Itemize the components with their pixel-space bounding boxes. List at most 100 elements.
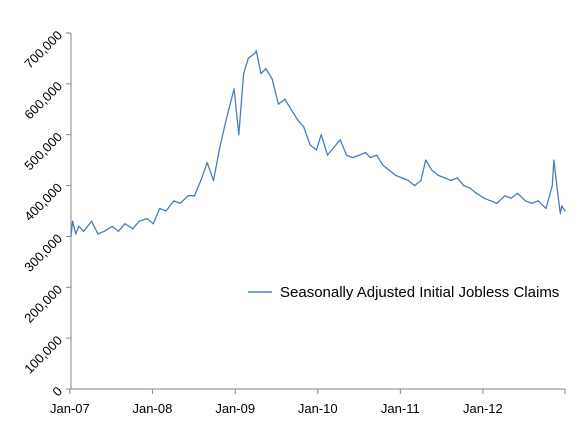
data-point: [117, 230, 120, 232]
y-tick-label: 0: [49, 384, 65, 400]
data-point: [450, 179, 452, 182]
data-point: [510, 197, 512, 199]
data-point: [561, 205, 563, 207]
axes: 0 100,000 200,000 300,000 400,000 500,000 600,…: [21, 28, 566, 416]
data-point: [559, 212, 561, 215]
y-tick-label: 600,000: [21, 78, 65, 122]
data-point: [315, 149, 317, 151]
data-point: [364, 151, 367, 154]
y-tick-label: 100,000: [21, 333, 65, 377]
data-point: [320, 134, 322, 136]
data-point: [159, 207, 161, 210]
data-point: [456, 177, 458, 179]
data-point: [358, 154, 360, 156]
data-point: [345, 154, 348, 156]
data-point: [152, 223, 154, 225]
data-point: [247, 57, 249, 60]
data-point: [219, 146, 221, 148]
data-point: [475, 192, 477, 194]
data-point: [78, 225, 80, 227]
data-point: [414, 185, 416, 187]
data-point: [72, 220, 74, 222]
data-point: [271, 78, 273, 80]
data-point: [420, 179, 422, 182]
data-point: [225, 118, 227, 121]
data-point: [437, 174, 439, 176]
data-point: [376, 154, 378, 156]
data-point: [309, 144, 311, 146]
data-point: [326, 154, 329, 156]
data-point: [296, 118, 298, 121]
legend-label: Seasonally Adjusted Initial Jobless Clai…: [280, 284, 559, 301]
data-point: [444, 177, 446, 179]
data-point: [212, 179, 215, 182]
data-point: [352, 157, 354, 159]
data-point: [556, 187, 558, 189]
data-point: [173, 200, 175, 202]
data-point: [103, 230, 105, 232]
data-point: [75, 233, 77, 235]
x-tick-label: Jan-09: [215, 401, 255, 416]
data-point: [277, 103, 279, 105]
data-point: [132, 228, 134, 230]
data-point: [200, 179, 202, 182]
y-tick-label: 200,000: [21, 282, 65, 326]
data-point: [524, 200, 527, 202]
data-point: [206, 162, 208, 164]
data-point: [97, 233, 99, 235]
series-group: [70, 50, 566, 237]
data-point: [463, 185, 465, 187]
data-point: [537, 200, 539, 202]
data-point: [290, 108, 292, 110]
data-point: [70, 235, 72, 237]
series-line: [70, 50, 566, 237]
y-tick-label: 400,000: [21, 180, 65, 224]
data-point: [490, 200, 492, 202]
data-point: [545, 207, 547, 210]
data-point: [138, 220, 140, 222]
data-point: [303, 126, 305, 128]
data-point: [388, 169, 390, 171]
data-point: [504, 195, 506, 197]
data-point: [124, 223, 126, 225]
data-point: [564, 210, 566, 212]
data-point: [83, 230, 85, 232]
data-point: [395, 174, 397, 176]
x-tick-label: Jan-10: [298, 401, 338, 416]
data-point: [254, 52, 256, 54]
data-point: [369, 157, 371, 159]
x-tick-label: Jan-12: [463, 401, 503, 416]
data-point: [238, 134, 240, 136]
data-point: [333, 146, 335, 148]
data-point: [531, 202, 533, 204]
data-point: [483, 197, 485, 199]
data-point: [431, 169, 433, 171]
data-point: [551, 185, 553, 187]
data-point: [165, 210, 167, 212]
data-point: [382, 164, 384, 166]
data-point: [284, 98, 286, 100]
data-point: [233, 88, 235, 90]
data-point: [516, 192, 519, 194]
data-point: [425, 159, 427, 161]
data-point: [407, 179, 409, 182]
data-point: [260, 73, 262, 75]
data-point: [179, 202, 181, 204]
data-point: [91, 220, 93, 222]
x-tick-label: Jan-08: [133, 401, 173, 416]
data-point: [401, 177, 403, 179]
x-tick-label: Jan-11: [381, 401, 420, 416]
data-point: [111, 225, 113, 227]
data-point: [496, 202, 498, 204]
data-point: [193, 195, 196, 197]
y-tick-label: 500,000: [21, 129, 65, 173]
data-point: [469, 187, 471, 189]
data-point: [146, 218, 148, 220]
y-tick-label: 300,000: [21, 231, 65, 275]
y-tick-label: 700,000: [21, 28, 65, 72]
data-point: [255, 50, 257, 52]
data-point: [339, 139, 341, 141]
data-point: [265, 68, 267, 70]
